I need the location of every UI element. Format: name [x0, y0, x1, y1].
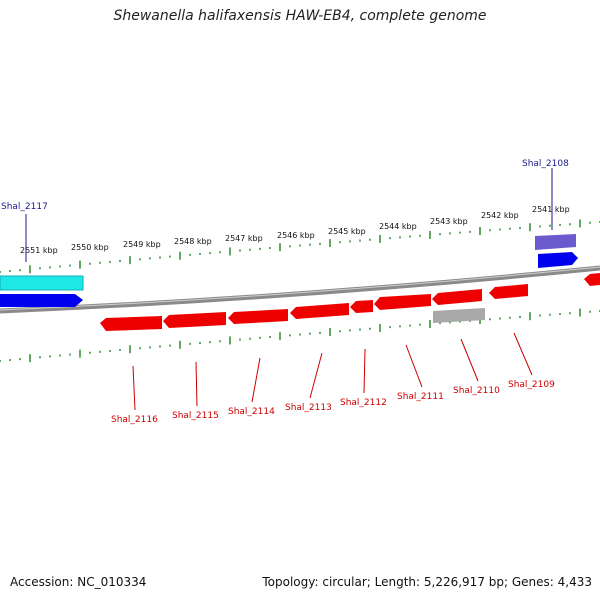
leader-2116 [132, 365, 136, 411]
map-title: Shewanella halifaxensis HAW-EB4, complet… [113, 8, 487, 24]
gene-arrow-2111[interactable] [374, 294, 431, 310]
label-leaders [25, 168, 553, 411]
gene-label-2116[interactable]: Shal_2116 [111, 415, 158, 425]
leader-2115 [195, 361, 198, 407]
feature-gray[interactable] [433, 308, 485, 323]
gene-arrow-2110[interactable] [432, 289, 482, 305]
forward-features [0, 234, 578, 307]
gene-arrow-2112[interactable] [350, 300, 373, 313]
gene-label-2112[interactable]: Shal_2112 [340, 398, 387, 408]
tick-label-2544: 2544 kbp [379, 222, 417, 231]
genome-backbone [0, 265, 600, 314]
accession-text: Accession: NC_010334 [10, 575, 147, 589]
gene-label-2111[interactable]: Shal_2111 [397, 392, 444, 402]
tick-label-2549: 2549 kbp [123, 240, 161, 249]
gene-label-2110[interactable]: Shal_2110 [453, 386, 500, 396]
tick-label-2542: 2542 kbp [481, 211, 519, 220]
genome-summary-text: Topology: circular; Length: 5,226,917 bp… [262, 575, 592, 589]
tick-label-2548: 2548 kbp [174, 237, 212, 246]
gene-arrow-edge[interactable] [584, 273, 600, 286]
feature-blue-left[interactable] [0, 294, 83, 307]
gene-arrow-2109[interactable] [489, 284, 528, 299]
gene-arrow-2114[interactable] [228, 309, 288, 324]
feature-cyan[interactable] [0, 275, 84, 291]
gene-label-2117[interactable]: Shal_2117 [1, 202, 48, 212]
leader-2113 [309, 352, 323, 399]
tick-label-2547: 2547 kbp [225, 234, 263, 243]
leader-2110 [460, 338, 479, 382]
leader-2112 [363, 348, 366, 394]
gene-arrow-2115[interactable] [163, 312, 226, 328]
gene-arrow-2116[interactable] [100, 316, 162, 331]
leader-2114 [251, 357, 261, 403]
tick-label-2551: 2551 kbp [20, 246, 58, 255]
gene-label-2114[interactable]: Shal_2114 [228, 407, 275, 417]
tick-label-2546: 2546 kbp [277, 231, 315, 240]
leader-2111 [405, 344, 423, 388]
leader-2109 [513, 332, 533, 376]
gene-label-2109[interactable]: Shal_2109 [508, 380, 555, 390]
tick-label-2541: 2541 kbp [532, 205, 570, 214]
gene-label-2108[interactable]: Shal_2108 [522, 159, 569, 169]
genome-backbone-highlight [0, 266, 600, 311]
gene-label-2113[interactable]: Shal_2113 [285, 403, 332, 413]
gene-arrow-2113[interactable] [290, 303, 349, 319]
tick-track-upper [0, 219, 600, 274]
feature-purple[interactable] [535, 234, 576, 250]
reverse-features [100, 273, 600, 331]
tick-label-2550: 2550 kbp [71, 243, 109, 252]
tick-track-lower [0, 308, 600, 363]
feature-blue-right[interactable] [538, 252, 578, 268]
tick-label-2545: 2545 kbp [328, 227, 366, 236]
tick-label-2543: 2543 kbp [430, 217, 468, 226]
gene-label-2115[interactable]: Shal_2115 [172, 411, 219, 421]
